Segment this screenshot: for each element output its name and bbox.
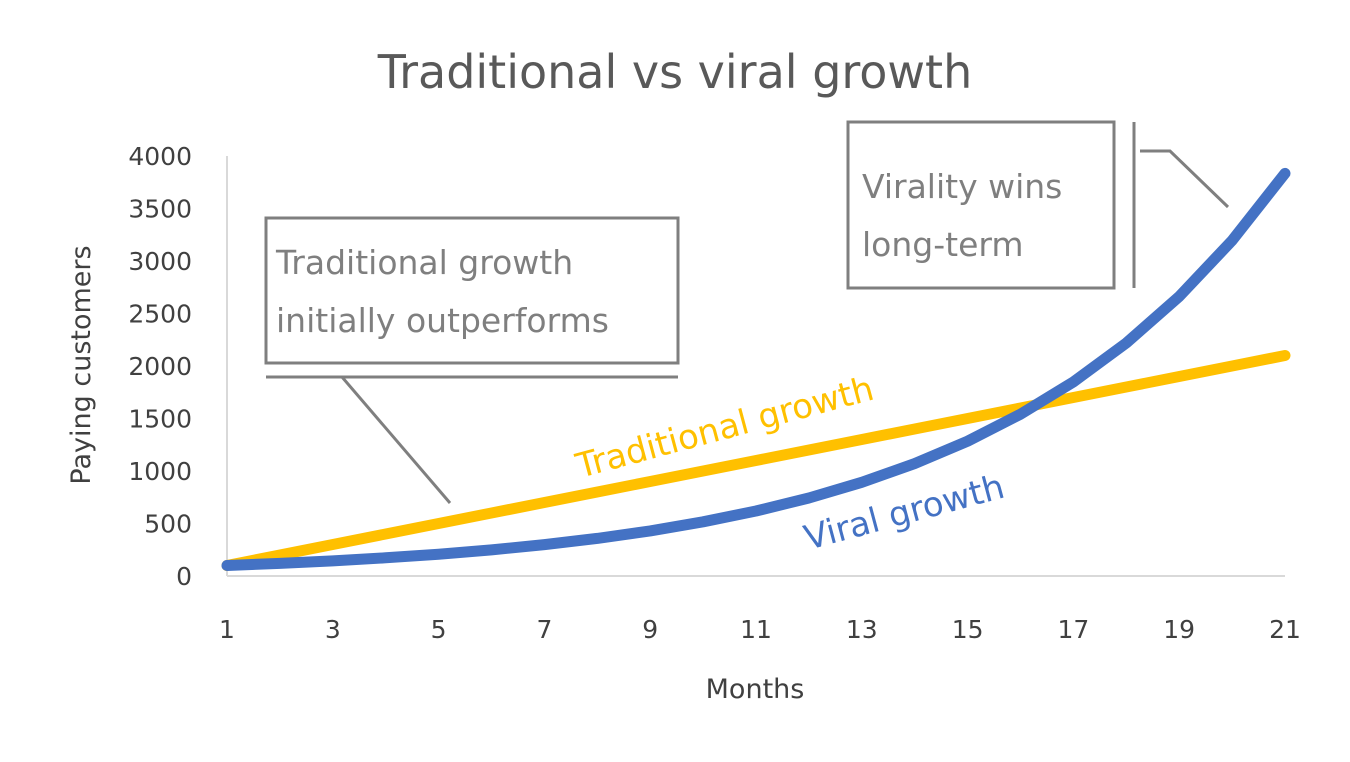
chart-title: Traditional vs viral growth [377, 45, 973, 99]
x-tick-label: 13 [846, 615, 878, 644]
y-tick-label: 1000 [128, 457, 192, 486]
y-tick-label: 2500 [128, 300, 192, 329]
x-tick-label: 21 [1269, 615, 1301, 644]
x-axis: 1 3 5 7 9 11 13 15 17 19 21 [219, 575, 1301, 644]
y-axis: 0 500 1000 1500 2000 2500 3000 3500 4000 [128, 142, 228, 591]
callout-viral: Virality wins long-term [846, 120, 1230, 290]
callout-traditional: Traditional growth initially outperforms [264, 216, 680, 504]
callout-viral-leader [1140, 149, 1230, 209]
y-tick-label: 0 [176, 562, 192, 591]
x-tick-label: 5 [431, 615, 447, 644]
y-tick-label: 4000 [128, 142, 192, 171]
y-tick-label: 3500 [128, 195, 192, 224]
series-label-viral: Viral growth [800, 467, 1009, 559]
y-axis-title: Paying customers [66, 245, 97, 484]
callout-traditional-line-2: initially outperforms [276, 301, 609, 340]
series-layer [221, 167, 1291, 571]
callout-viral-box [846, 120, 1116, 290]
x-tick-label: 11 [740, 615, 772, 644]
x-tick-label: 7 [536, 615, 552, 644]
x-tick-label: 19 [1163, 615, 1195, 644]
x-tick-label: 15 [952, 615, 984, 644]
callout-traditional-line-1: Traditional growth [275, 243, 573, 282]
x-tick-label: 1 [219, 615, 235, 644]
callout-traditional-leader [340, 376, 452, 504]
callout-traditional-box [264, 216, 680, 365]
x-tick-label: 9 [642, 615, 658, 644]
viral-growth-line [221, 167, 1291, 571]
callout-viral-line-1: Virality wins [862, 167, 1062, 206]
y-tick-label: 3000 [128, 247, 192, 276]
y-tick-label: 1500 [128, 405, 192, 434]
x-axis-title: Months [706, 674, 805, 705]
y-tick-label: 2000 [128, 352, 192, 381]
x-tick-label: 3 [325, 615, 341, 644]
y-tick-label: 500 [144, 510, 192, 539]
callout-viral-line-2: long-term [862, 225, 1024, 264]
x-tick-label: 17 [1057, 615, 1089, 644]
traditional-growth-line [221, 350, 1291, 571]
